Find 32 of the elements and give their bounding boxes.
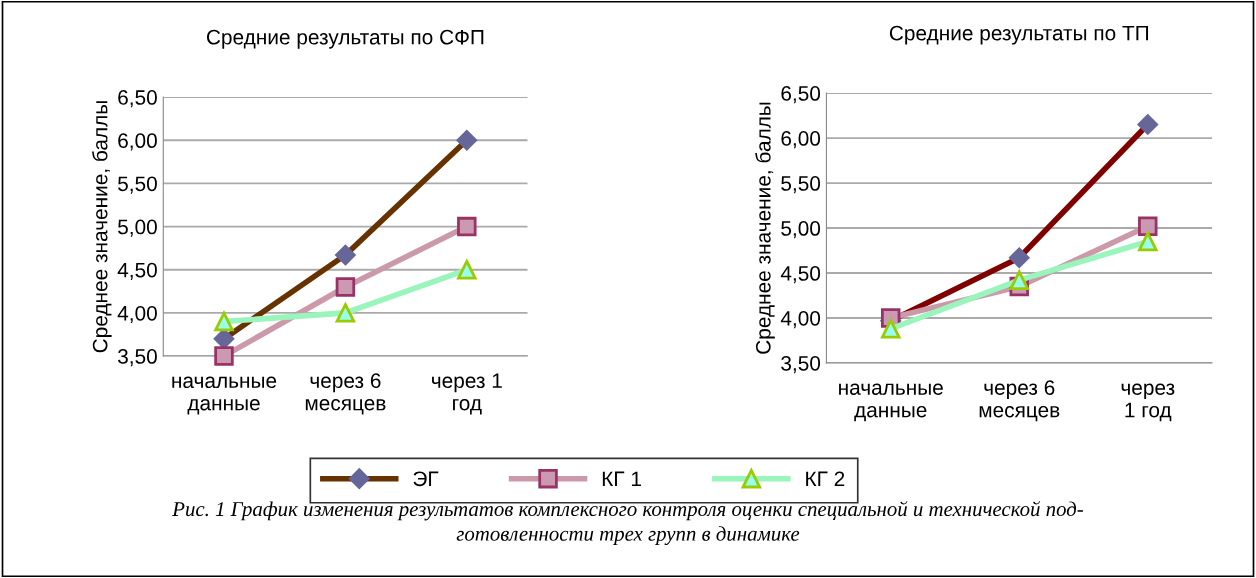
y-tick-label: 4,50: [117, 262, 157, 280]
x-tick-label: через 1 год: [432, 373, 502, 415]
y-tick-label: 6,50: [118, 90, 157, 108]
y-tick-label: 3,50: [781, 355, 821, 374]
y-tick-label: 6,00: [781, 131, 821, 149]
x-tick-label: начальные данные: [839, 383, 943, 422]
y-tick-label: 5,50: [781, 176, 821, 194]
y-tick-label: 5,50: [118, 176, 157, 194]
point: [1138, 216, 1158, 236]
y-tick-label: 3,50: [117, 349, 157, 367]
point: [457, 216, 477, 237]
y-tick-label: 4,00: [117, 305, 157, 324]
y-axis-title: Среднее значение, баллы: [92, 101, 112, 353]
legend-label: КГ 2: [806, 471, 845, 486]
chart-title: Средние результаты по СФП: [206, 29, 484, 49]
y-tick-label: 6,00: [118, 133, 157, 151]
y-tick-label: 5,00: [118, 219, 157, 237]
y-tick-label: 6,50: [781, 86, 821, 104]
x-tick-label: через 1 год: [1121, 383, 1175, 422]
text: Рис. 1 График изменения результатов комплексного контроля оценки специальной и технической под- готовленности трех групп в динамике: [172, 501, 1083, 546]
point: [335, 277, 356, 297]
y-tick-label: 4,00: [780, 311, 821, 329]
x-tick-label: начальные данные: [172, 376, 277, 415]
legend-label: КГ 1: [602, 471, 641, 486]
point: [214, 346, 234, 366]
x-tick-label: через 6 месяцев: [979, 380, 1060, 422]
y-tick-label: 4,50: [780, 266, 821, 284]
y-tick-label: 5,00: [781, 221, 821, 239]
y-axis-title: Среднее значение, баллы: [755, 102, 775, 354]
x-tick-label: через 6 месяцев: [305, 373, 386, 415]
legend-label: ЭГ: [413, 471, 439, 487]
chart-title: Средние результаты по ТП: [889, 25, 1149, 45]
